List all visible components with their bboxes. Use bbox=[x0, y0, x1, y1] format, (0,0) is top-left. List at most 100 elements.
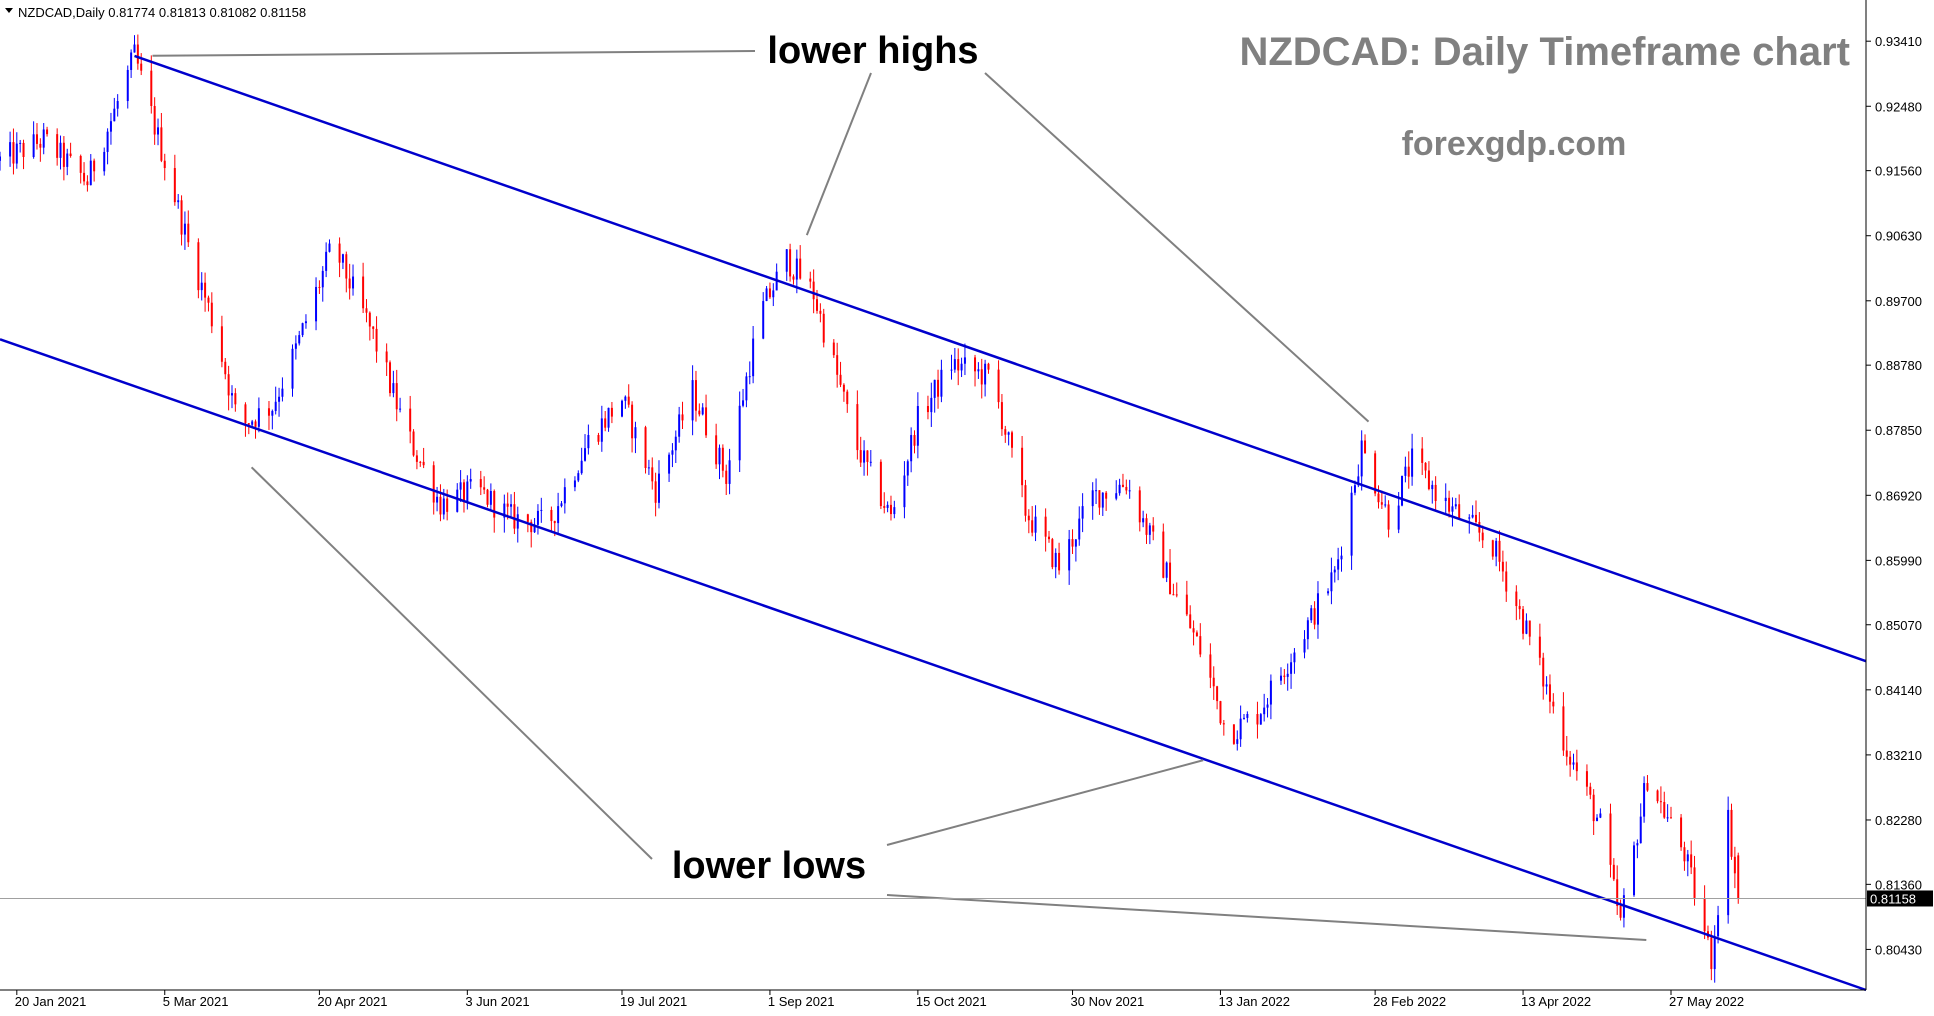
candle-body bbox=[1659, 801, 1662, 803]
candle-body bbox=[399, 408, 402, 410]
chart-title: NZDCAD: Daily Timeframe chart bbox=[1239, 30, 1850, 74]
candle-body bbox=[674, 436, 677, 451]
candle-body bbox=[325, 251, 328, 271]
candle-body bbox=[573, 480, 576, 488]
candle-body bbox=[1121, 484, 1124, 487]
candle-body bbox=[62, 142, 65, 167]
candle-body bbox=[89, 160, 92, 186]
price-axis: 0.93410 0.92480 0.91560 0.90630 0.89700 0.887… bbox=[1866, 34, 1922, 957]
candle-body bbox=[644, 427, 647, 469]
candle-body bbox=[1115, 493, 1118, 499]
candle-body bbox=[765, 288, 768, 302]
candle-body bbox=[183, 223, 186, 235]
candle-body bbox=[1491, 540, 1494, 557]
candle-body bbox=[1047, 536, 1050, 540]
candle-body bbox=[792, 276, 795, 280]
candle-body bbox=[86, 181, 89, 186]
time-tick-label: 15 Oct 2021 bbox=[916, 994, 987, 1009]
candle-body bbox=[130, 52, 133, 70]
candle-body bbox=[1683, 847, 1686, 862]
candle-body bbox=[1727, 809, 1730, 916]
candle-body bbox=[503, 503, 506, 518]
candle-body bbox=[1397, 505, 1400, 530]
candle-body bbox=[415, 455, 418, 462]
candle-body bbox=[1663, 802, 1666, 818]
candle-body bbox=[1522, 609, 1525, 634]
candle-body bbox=[1471, 514, 1474, 518]
candle-body bbox=[1612, 864, 1615, 880]
candle-body bbox=[352, 276, 355, 289]
candle-body bbox=[950, 369, 953, 371]
candle-body bbox=[133, 44, 136, 53]
candle-body bbox=[631, 404, 634, 439]
candle-body bbox=[1219, 701, 1222, 724]
candle-body bbox=[1044, 516, 1047, 537]
candle-body bbox=[1572, 762, 1575, 765]
candle-body bbox=[1377, 493, 1380, 503]
candle-body bbox=[926, 406, 929, 413]
time-tick-label: 13 Apr 2022 bbox=[1521, 994, 1591, 1009]
candle-body bbox=[597, 435, 600, 442]
candle-body bbox=[1337, 559, 1340, 570]
candle-body bbox=[150, 70, 153, 107]
candle-body bbox=[580, 460, 583, 474]
candle-body bbox=[738, 405, 741, 461]
watermark-website: forexgdp.com bbox=[1402, 125, 1627, 163]
candle-body bbox=[1128, 490, 1131, 492]
candle-body bbox=[893, 507, 896, 515]
callout-line bbox=[152, 50, 756, 57]
candle-body bbox=[1293, 652, 1296, 663]
candle-body bbox=[1538, 636, 1541, 658]
candle-body bbox=[1074, 539, 1077, 547]
candle-body bbox=[728, 460, 731, 484]
candle-body bbox=[762, 301, 765, 339]
candle-body bbox=[1340, 555, 1343, 560]
candle-body bbox=[526, 514, 529, 522]
candle-body bbox=[963, 357, 966, 364]
candle-body bbox=[1162, 531, 1165, 578]
price-tick-label: 0.83210 bbox=[1875, 748, 1922, 763]
candle-body bbox=[550, 509, 553, 522]
candle-body bbox=[59, 142, 62, 158]
candle-body bbox=[106, 131, 109, 152]
candle-body bbox=[1004, 429, 1007, 435]
candle-body bbox=[836, 355, 839, 375]
candle-body bbox=[362, 276, 365, 309]
symbol-dropdown-icon[interactable] bbox=[5, 8, 13, 13]
candle-body bbox=[9, 142, 12, 157]
price-tick-label: 0.92480 bbox=[1875, 99, 1922, 114]
candle-body bbox=[298, 335, 301, 344]
candle-body bbox=[1569, 756, 1572, 765]
candle-body bbox=[247, 423, 250, 425]
candle-body bbox=[1283, 675, 1286, 677]
price-tick-label: 0.85990 bbox=[1875, 553, 1922, 568]
trendlines-group bbox=[0, 54, 1867, 992]
candle-body bbox=[1081, 506, 1084, 519]
candle-body bbox=[1316, 593, 1319, 625]
candle-body bbox=[1269, 680, 1272, 705]
candle-body bbox=[1266, 704, 1269, 708]
candle-body bbox=[345, 254, 348, 279]
candle-body bbox=[1411, 448, 1414, 477]
candle-body bbox=[1192, 628, 1195, 633]
candle-body bbox=[960, 363, 963, 371]
candle-body bbox=[577, 473, 580, 481]
candle-body bbox=[22, 142, 25, 157]
candle-body bbox=[1693, 867, 1696, 899]
candle-body bbox=[375, 328, 378, 352]
candle-body bbox=[1357, 476, 1360, 486]
candle-body bbox=[466, 481, 469, 503]
candle-body bbox=[1011, 432, 1014, 448]
candle-body bbox=[1027, 515, 1030, 521]
candle-body bbox=[795, 258, 798, 280]
candle-body bbox=[536, 510, 539, 525]
callout-line bbox=[984, 72, 1370, 423]
candle-body bbox=[422, 461, 425, 466]
candle-body bbox=[1656, 790, 1659, 802]
candle-body bbox=[1427, 470, 1430, 490]
candle-body bbox=[177, 200, 180, 203]
candle-body bbox=[1222, 723, 1225, 725]
candle-body bbox=[79, 155, 82, 173]
candle-body bbox=[1374, 453, 1377, 494]
candle-body bbox=[1636, 843, 1639, 846]
